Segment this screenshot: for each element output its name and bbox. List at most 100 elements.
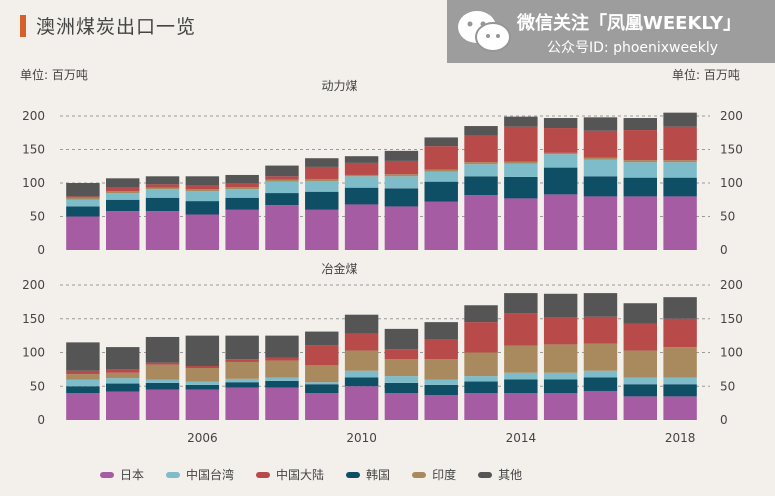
bar-segment [305,365,339,383]
bar-segment [185,335,220,366]
bar-segment [105,372,140,379]
bar-segment [384,328,419,350]
bar-segment [543,194,578,250]
bar-segment [504,161,538,164]
bar-segment [344,204,379,250]
bar-segment [305,345,339,366]
bar-segment [424,322,458,339]
bar-segment [344,187,379,205]
y-tick-label-right: 50 [720,379,735,393]
bar-segment [464,305,498,323]
y-tick-label-right: 0 [720,413,728,427]
bar-segment [305,178,339,181]
bar-segment [66,197,100,200]
bar-segment [464,393,498,420]
bar-segment [145,211,180,250]
bar-segment [265,380,299,388]
bar-segment [583,293,618,317]
bar-segment [185,389,220,420]
y-tick-label-left: 0 [37,413,45,427]
bar-segment [623,384,658,397]
bar-segment [663,377,697,385]
bar-segment [105,187,140,192]
bar-segment [583,316,618,344]
bar-segment [225,197,259,210]
bar-segment [225,335,259,360]
title-accent-bar [20,15,26,37]
bar-segment [623,350,658,378]
bar-segment [623,160,658,163]
y-tick-label-right: 50 [720,210,735,224]
bar-segment [305,209,339,250]
bar-segment [145,389,180,420]
bar-segment [504,345,538,373]
bar-segment [344,350,379,371]
y-tick-label-right: 200 [720,109,743,123]
bar-segment [543,393,578,420]
legend-label: 日本 [120,468,145,482]
bar-segment [185,185,220,190]
bar-segment [66,374,100,380]
bar-segment [663,384,697,397]
bar-segment [623,177,658,197]
bar-segment [145,382,180,390]
bar-segment [504,116,538,127]
legend-item: 中国大陆 [256,466,324,483]
legend-label: 中国大陆 [276,468,325,482]
legend-swatch [256,471,271,478]
bar-segment [265,335,299,358]
bar-segment [66,206,100,217]
bar-segment [504,293,538,314]
bar-segment [66,199,100,207]
bar-segment [225,209,259,250]
bar-segment [464,376,498,382]
bar-segment [185,201,220,215]
bar-segment [543,167,578,195]
legend-swatch [346,471,361,478]
bar-segment [105,369,140,373]
y-tick-label-left: 100 [22,176,45,190]
unit-label-right: 单位: 百万吨 [672,68,740,82]
legend-item: 中国台湾 [166,466,234,483]
y-tick-label-right: 100 [720,176,743,190]
bar-segment [424,339,458,360]
bar-segment [105,211,140,250]
y-tick-label-left: 50 [30,210,45,224]
bar-segment [504,313,538,346]
legend-label: 其他 [498,468,523,482]
bar-segment [424,171,458,182]
bar-segment [663,396,697,420]
bar-segment [105,178,140,188]
bar-segment [663,318,697,348]
legend-item: 其他 [478,466,522,483]
bar-segment [583,390,618,420]
bar-segment [424,169,458,172]
bar-segment [185,214,220,250]
bar-segment [543,118,578,129]
bar-segment [384,188,419,207]
bar-segment [305,331,339,346]
y-tick-label-left: 150 [22,312,45,326]
bar-segment [623,162,658,178]
bar-segment [663,177,697,197]
bar-segment [225,378,259,383]
legend-swatch [100,471,114,478]
bar-segment [105,383,140,392]
bar-segment [105,347,140,370]
bar-segment [663,162,697,178]
legend: 日本 中国台湾 中国大陆 韩国 印度 其他 [100,466,522,483]
x-tick-label: 2018 [665,431,696,445]
bar-segment [225,361,259,379]
bar-segment [464,176,498,196]
bar-segment [504,372,538,380]
bar-segment [305,191,339,210]
bar-segment [623,303,658,324]
y-tick-label-right: 150 [720,143,743,157]
bar-segment [225,189,259,198]
bar-segment [663,126,697,161]
bar-segment [66,183,100,197]
bar-segment [464,135,498,163]
bar-segment [424,395,458,420]
bar-segment [105,378,140,384]
bar-segment [384,174,419,177]
